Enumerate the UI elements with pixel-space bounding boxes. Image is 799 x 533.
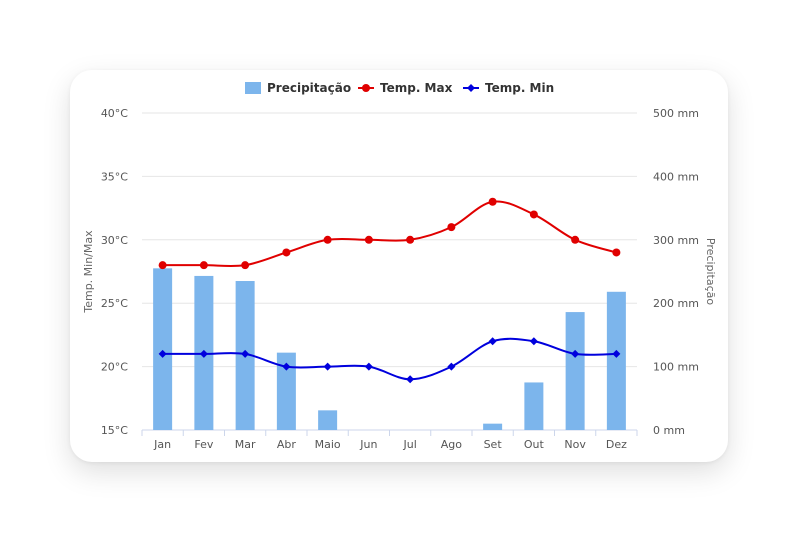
x-tick-label: Out	[524, 438, 545, 451]
x-tick-label: Ago	[441, 438, 463, 451]
temp-min-point[interactable]	[241, 349, 250, 358]
y-left-tick-label: 20°C	[101, 361, 128, 374]
x-tick-label: Abr	[277, 438, 297, 451]
y-left-tick-label: 15°C	[101, 424, 128, 437]
climate-chart: 15°C 0 mm 20°C 100 mm 25°C 200 mm 30°C 300 mm 35…	[82, 81, 717, 451]
temp-min-point[interactable]	[323, 362, 332, 371]
y-right-tick-label: 100 mm	[653, 361, 699, 374]
y-right-axis-title: Precipitação	[704, 238, 717, 305]
precipitation-bar[interactable]	[276, 352, 296, 430]
y-left-tick-label: 40°C	[101, 107, 128, 120]
temp-max-point[interactable]	[241, 261, 250, 270]
temp-max-point[interactable]	[282, 248, 291, 257]
legend-marker-temp-max	[362, 84, 370, 92]
legend-marker-temp-min	[467, 84, 475, 92]
temp-min-point[interactable]	[406, 375, 415, 384]
temp-min-point[interactable]	[612, 349, 621, 358]
y-right-tick-label: 300 mm	[653, 234, 699, 247]
temp-max-point[interactable]	[447, 223, 456, 232]
grid-lines	[142, 112, 637, 431]
temp-max-line	[162, 200, 617, 268]
legend-item-temp-min[interactable]: Temp. Min	[485, 81, 554, 95]
y-left-tick-label: 35°C	[101, 170, 128, 183]
axes: 15°C 0 mm 20°C 100 mm 25°C 200 mm 30°C 300 mm 35…	[82, 107, 717, 451]
x-tick-label: Jun	[359, 438, 377, 451]
x-tick-label: Set	[484, 438, 503, 451]
y-left-tick-label: 30°C	[101, 234, 128, 247]
precipitation-bar[interactable]	[565, 312, 585, 430]
temp-min-point[interactable]	[529, 337, 538, 346]
temp-min-line	[162, 337, 617, 381]
temp-max-point[interactable]	[158, 261, 167, 270]
temp-min-point[interactable]	[282, 362, 291, 371]
x-tick-label: Jan	[153, 438, 171, 451]
y-left-tick-label: 25°C	[101, 297, 128, 310]
precipitation-bar[interactable]	[524, 382, 544, 430]
precipitation-bars	[153, 268, 626, 430]
temp-max-point[interactable]	[406, 235, 415, 244]
temp-max-point[interactable]	[364, 235, 373, 244]
temp-min-point[interactable]	[447, 362, 456, 371]
y-right-tick-label: 200 mm	[653, 297, 699, 310]
x-tick-label: Jul	[402, 438, 416, 451]
temp-min-point[interactable]	[199, 349, 208, 358]
temp-max-point[interactable]	[488, 197, 497, 206]
temp-max-point[interactable]	[199, 261, 208, 270]
temp-min-point[interactable]	[571, 349, 580, 358]
precipitation-bar[interactable]	[483, 423, 503, 430]
x-tick-label: Dez	[606, 438, 627, 451]
x-tick-label: Maio	[315, 438, 341, 451]
y-right-tick-label: 500 mm	[653, 107, 699, 120]
x-tick-label: Mar	[235, 438, 256, 451]
legend-item-precipita-o[interactable]: Precipitação	[267, 81, 351, 95]
x-tick-label: Fev	[194, 438, 213, 451]
precipitation-bar[interactable]	[153, 268, 173, 430]
temp-min-point[interactable]	[364, 362, 373, 371]
temperature-lines	[158, 197, 621, 384]
temp-max-point[interactable]	[529, 210, 538, 219]
temp-max-point[interactable]	[571, 235, 580, 244]
temp-max-point[interactable]	[323, 235, 332, 244]
temp-min-point[interactable]	[158, 349, 167, 358]
chart-card: 15°C 0 mm 20°C 100 mm 25°C 200 mm 30°C 300 mm 35…	[70, 70, 728, 462]
legend-item-temp-max[interactable]: Temp. Max	[380, 81, 453, 95]
x-tick-label: Nov	[564, 438, 586, 451]
legend: Precipitação Temp. Max Temp. Min	[245, 81, 554, 95]
y-right-tick-label: 400 mm	[653, 170, 699, 183]
y-left-axis-title: Temp. Min/Max	[82, 230, 95, 314]
legend-swatch-precipita-o	[245, 82, 261, 94]
temp-max-point[interactable]	[612, 248, 621, 257]
precipitation-bar[interactable]	[318, 410, 338, 430]
precipitation-bar[interactable]	[606, 291, 626, 430]
y-right-tick-label: 0 mm	[653, 424, 685, 437]
temp-min-point[interactable]	[488, 337, 497, 346]
